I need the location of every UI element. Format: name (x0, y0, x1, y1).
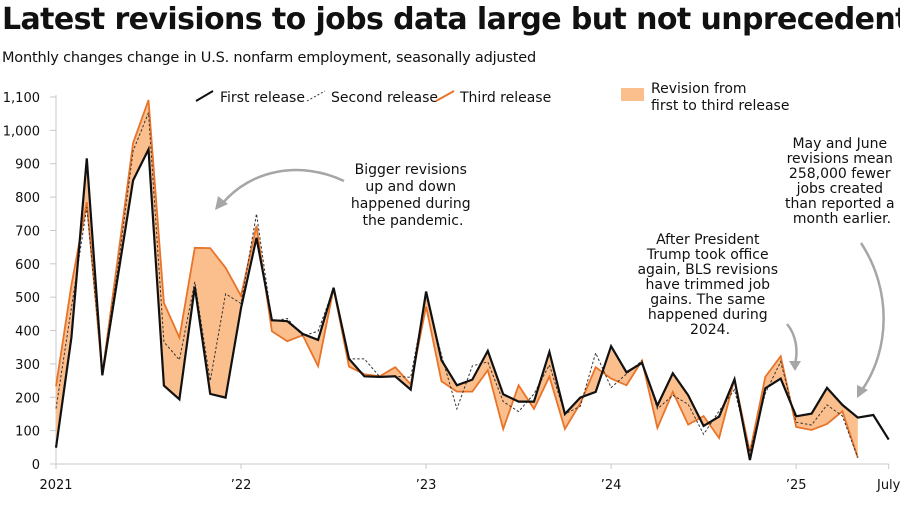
axes: 0 100 200 300 400 500 600 700 800 900 1,000 1,100 20… (3, 91, 900, 493)
y-tick-label: 1,000 (3, 124, 40, 139)
y-tick-label: 200 (15, 391, 40, 406)
y-tick-label: 0 (32, 458, 40, 473)
annotation-trump: After President Trump took office again,… (637, 232, 782, 338)
series-lines-layer (54, 99, 890, 461)
x-tick-label: ’24 (601, 478, 622, 493)
y-tick-label: 900 (15, 158, 40, 173)
x-tick-label: 2021 (39, 478, 72, 493)
arrow-may-june-head (857, 385, 868, 398)
chart-subtitle: Monthly changes change in U.S. nonfarm e… (2, 50, 536, 66)
y-tick-label: 800 (15, 191, 40, 206)
y-tick-label: 100 (15, 425, 40, 440)
y-tick-label: 300 (15, 358, 40, 373)
y-tick-label: 500 (15, 291, 40, 306)
arrow-trump-head (789, 361, 801, 371)
y-tick-label: 600 (15, 258, 40, 273)
x-tick-label: ’22 (231, 478, 252, 493)
series-line-second-release (55, 112, 859, 458)
annotation-pandemic: Bigger revisions up and down happened du… (351, 162, 475, 229)
legend-swatch-first (195, 90, 214, 102)
y-tick-label: 400 (15, 325, 40, 340)
chart-title: Latest revisions to jobs data large but … (2, 2, 900, 37)
legend-label-first: First release (220, 90, 305, 106)
legend-label-band-2: first to third release (651, 98, 789, 114)
legend-swatch-band (621, 88, 644, 101)
arrow-pandemic-head (215, 196, 228, 210)
legend: First release Second release Third relea… (195, 81, 789, 114)
series-line-first-release (54, 145, 890, 461)
legend-label-band-1: Revision from (651, 81, 747, 97)
legend-label-second: Second release (331, 90, 438, 106)
series-line-third-release (55, 99, 859, 458)
legend-swatch-second (306, 90, 326, 102)
arrow-pandemic (221, 168, 345, 205)
arrow-trump (786, 323, 798, 365)
y-tick-label: 700 (15, 224, 40, 239)
legend-swatch-third (435, 90, 455, 102)
x-tick-label: ’23 (416, 478, 437, 493)
annotation-may-june: May and June revisions mean 258,000 fewe… (785, 136, 899, 227)
legend-label-third: Third release (459, 90, 551, 106)
arrow-may-june (859, 242, 885, 391)
x-tick-label: July (876, 478, 900, 493)
y-tick-label: 1,100 (3, 91, 40, 106)
annotations: Bigger revisions up and down happened du… (215, 136, 899, 398)
x-tick-label: ’25 (786, 478, 807, 493)
